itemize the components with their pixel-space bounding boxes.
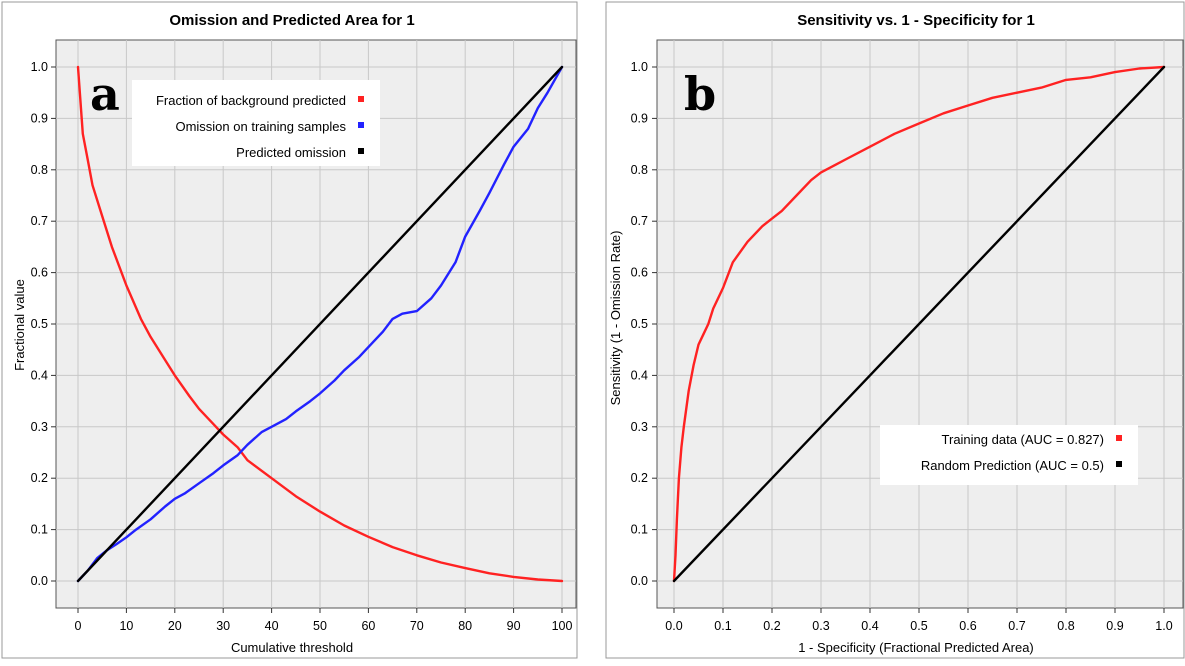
y-tick-label: 0.9: [31, 111, 48, 125]
x-tick-label: 100: [552, 619, 573, 633]
y-tick-label: 0.8: [31, 163, 48, 177]
chart-title: Sensitivity vs. 1 - Specificity for 1: [797, 12, 1035, 29]
legend-label: Predicted omission: [236, 145, 346, 160]
x-tick-label: 60: [361, 619, 375, 633]
x-tick-label: 70: [410, 619, 424, 633]
y-axis-label: Sensitivity (1 - Omission Rate): [608, 231, 623, 406]
legend-box: [132, 80, 380, 166]
legend-swatch: [1116, 435, 1122, 441]
legend-box: [880, 425, 1138, 485]
x-tick-label: 0.4: [861, 619, 878, 633]
panel-letter: b: [684, 67, 716, 121]
x-tick-label: 40: [265, 619, 279, 633]
x-tick-label: 0.6: [959, 619, 976, 633]
y-tick-label: 0.6: [31, 266, 48, 280]
y-tick-label: 0.1: [31, 523, 48, 537]
x-tick-label: 0.8: [1057, 619, 1074, 633]
legend-label: Fraction of background predicted: [156, 93, 346, 108]
legend-label: Training data (AUC = 0.827): [942, 432, 1104, 447]
x-axis-label: 1 - Specificity (Fractional Predicted Ar…: [798, 640, 1034, 655]
series-line-2: [76, 65, 564, 583]
chart-title: Omission and Predicted Area for 1: [169, 12, 414, 29]
y-tick-label: 0.1: [631, 523, 648, 537]
x-tick-label: 0.1: [714, 619, 731, 633]
x-axis-label: Cumulative threshold: [231, 640, 353, 655]
panel-b: 0.0 0.1 0.2 0.3 0.4 0.5 0.6 0.7 0.8 0.9 1.0 0.0 0.1 0…: [605, 1, 1185, 659]
y-tick-label: 0.6: [631, 266, 648, 280]
x-tick-label: 90: [507, 619, 521, 633]
x-tick-label: 20: [168, 619, 182, 633]
y-tick-label: 0.9: [631, 111, 648, 125]
y-tick-label: 0.7: [631, 214, 648, 228]
x-tick-label: 0: [75, 619, 82, 633]
y-tick-label: 1.0: [631, 60, 648, 74]
x-tick-label: 0.2: [763, 619, 780, 633]
legend-label: Random Prediction (AUC = 0.5): [921, 458, 1104, 473]
y-tick-label: 0.5: [631, 317, 648, 331]
x-tick-label: 0.9: [1106, 619, 1123, 633]
legend-swatch: [1116, 461, 1122, 467]
panel-letter: a: [90, 67, 120, 121]
y-tick-label: 0.2: [631, 471, 648, 485]
series-line-3: [76, 65, 564, 583]
x-tick-label: 30: [216, 619, 230, 633]
legend-swatch: [358, 122, 364, 128]
y-tick-label: 0.7: [31, 214, 48, 228]
y-tick-label: 0.4: [31, 368, 48, 382]
y-tick-label: 0.2: [31, 471, 48, 485]
legend-swatch: [358, 96, 364, 102]
series-line-1: [672, 65, 1166, 583]
x-tick-label: 10: [119, 619, 133, 633]
x-tick-label: 0.5: [910, 619, 927, 633]
y-tick-label: 0.8: [631, 163, 648, 177]
y-axis-label: Fractional value: [12, 279, 27, 371]
y-tick-label: 0.3: [31, 420, 48, 434]
y-tick-label: 1.0: [31, 60, 48, 74]
y-tick-label: 0.4: [631, 368, 648, 382]
series-line-2: [672, 65, 1166, 583]
x-tick-label: 50: [313, 619, 327, 633]
x-tick-label: 1.0: [1155, 619, 1172, 633]
legend-label: Omission on training samples: [175, 119, 346, 134]
legend-swatch: [358, 148, 364, 154]
x-tick-label: 0.7: [1008, 619, 1025, 633]
y-tick-label: 0.3: [631, 420, 648, 434]
y-tick-label: 0.5: [31, 317, 48, 331]
x-tick-label: 0.3: [812, 619, 829, 633]
y-tick-label: 0.0: [631, 574, 648, 588]
series-line-1: [76, 65, 564, 583]
x-tick-label: 0.0: [665, 619, 682, 633]
y-tick-label: 0.0: [31, 574, 48, 588]
x-tick-label: 80: [458, 619, 472, 633]
panel-a: 0 10 20 30 40 50 60 70 80 90 100 0.0 0.1 0.2 0.3 0.4 0.5…: [1, 1, 578, 659]
